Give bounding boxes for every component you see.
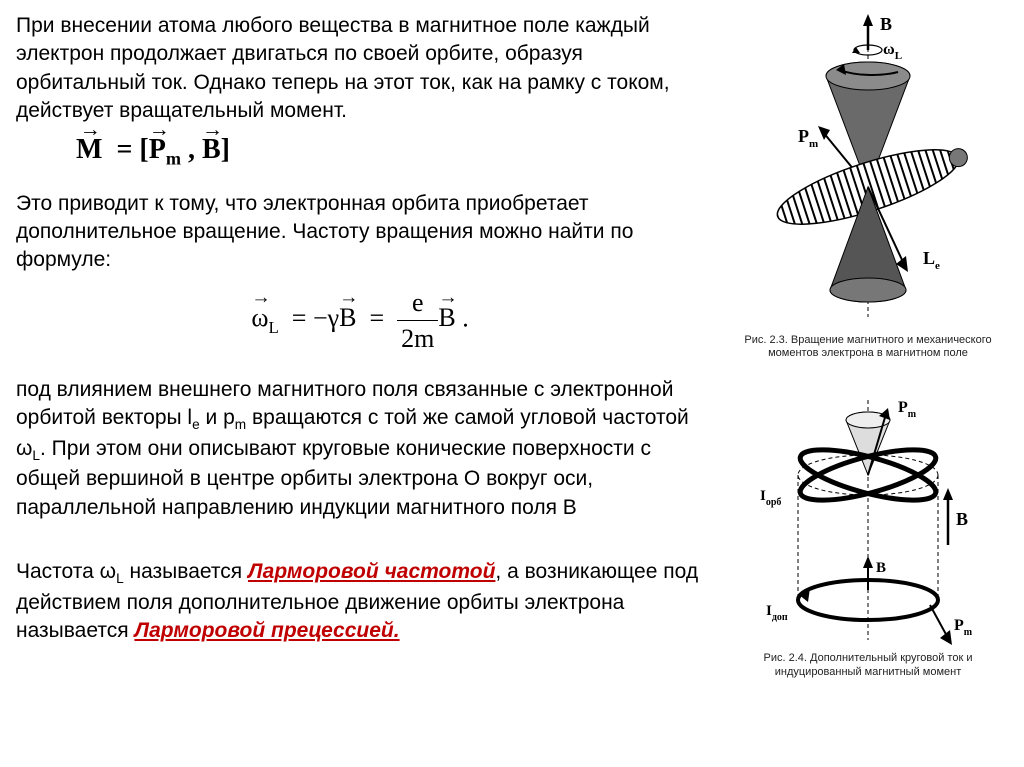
figure-1-caption: Рис. 2.3. Вращение магнитного и механиче…	[728, 334, 1008, 360]
label-Idop-sub: доп	[772, 612, 788, 623]
sub-L2: L	[32, 448, 40, 463]
svg-text:Iорб: Iорб	[760, 488, 781, 508]
label-Le-sub: e	[935, 260, 940, 272]
sym-M: M	[76, 134, 102, 165]
sym-B: B	[202, 134, 221, 165]
label-Le: L	[923, 248, 935, 268]
label-Iorb-sub: орб	[766, 497, 782, 508]
sub-m2: m	[235, 417, 246, 432]
paragraph-2: Это приводит к тому, что электронная орб…	[16, 190, 704, 275]
figure-2: Pm Iорб B Iдоп	[728, 390, 1008, 678]
label-wL-sub: L	[895, 50, 902, 62]
sub-m: m	[166, 149, 181, 169]
p3b: и p	[200, 406, 235, 429]
label2-Pm: P	[898, 399, 908, 416]
figure-2-caption: Рис. 2.4. Дополнительный круговой ток и …	[728, 652, 1008, 678]
label-Pm-sub: m	[809, 138, 818, 150]
fraction: e 2m	[397, 285, 438, 356]
svg-current: Pm Iорб B Iдоп	[748, 390, 988, 650]
term-larmor-precession: Ларморовой прецессией.	[134, 619, 399, 642]
svg-text:Le: Le	[923, 248, 940, 272]
label2-Pm2: P	[954, 617, 964, 634]
text-column: При внесении атома любого вещества в маг…	[16, 12, 704, 709]
p4b: называется	[124, 560, 248, 583]
label-wL: ω	[883, 41, 895, 58]
formula-moment: M = [Pm , B]	[76, 131, 704, 171]
term-larmor-freq: Ларморовой частотой	[248, 560, 495, 583]
paragraph-3: под влиянием внешнего магнитного поля св…	[16, 376, 704, 522]
paragraph-4: Частота ωL называется Ларморовой частото…	[16, 558, 704, 645]
sym-P: P	[149, 134, 166, 165]
denominator: 2m	[397, 321, 438, 356]
numerator: e	[397, 285, 438, 321]
svg-text:ωL: ωL	[883, 41, 902, 62]
svg-text:Iдоп: Iдоп	[766, 603, 788, 623]
label2-Pm2-sub: m	[964, 627, 973, 638]
page-layout: При внесении атома любого вещества в маг…	[16, 12, 1008, 709]
svg-precession: B ωL Pm	[748, 12, 988, 332]
sym-gamma: −γ	[313, 303, 339, 332]
svg-text:Pm: Pm	[954, 617, 973, 638]
sub-e: e	[192, 417, 200, 432]
paragraph-1: При внесении атома любого вещества в маг…	[16, 12, 704, 125]
sym-omega: ω	[251, 303, 268, 332]
label2-B: B	[956, 509, 968, 529]
formula-larmor: ωL = −γB = e 2m B .	[16, 285, 704, 356]
sym-B3: B	[438, 303, 455, 332]
label-Pm: P	[798, 126, 809, 146]
figure-1: B ωL Pm	[728, 12, 1008, 360]
label-B: B	[880, 14, 892, 34]
label2-B2: B	[876, 560, 886, 576]
figure-column: B ωL Pm	[728, 12, 1008, 709]
svg-text:Pm: Pm	[798, 126, 818, 150]
sub-L3: L	[116, 571, 124, 586]
p3d: . При этом они описывают круговые кониче…	[16, 437, 651, 519]
sym-B2: B	[339, 303, 356, 332]
p4a: Частота ω	[16, 560, 116, 583]
sub-L: L	[268, 317, 278, 336]
label2-Pm-sub: m	[908, 409, 917, 420]
svg-text:Pm: Pm	[898, 399, 917, 420]
